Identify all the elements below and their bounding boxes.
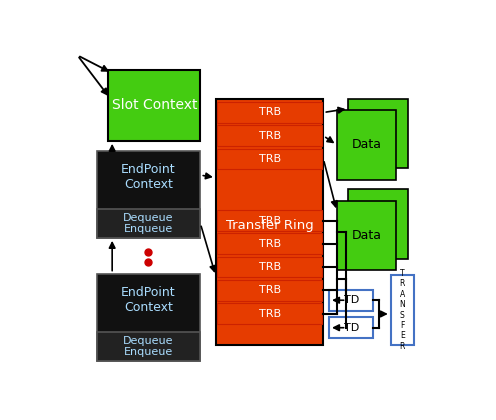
- Bar: [216, 99, 323, 345]
- Text: T
R
A
N
S
F
E
R: T R A N S F E R: [399, 269, 405, 351]
- Text: Data: Data: [352, 229, 381, 242]
- Text: Data: Data: [352, 139, 381, 152]
- Bar: [217, 149, 322, 169]
- Bar: [97, 151, 200, 238]
- Text: TRB: TRB: [258, 215, 281, 226]
- Text: TRB: TRB: [258, 262, 281, 272]
- Bar: [217, 234, 322, 254]
- Bar: [391, 275, 414, 345]
- Bar: [329, 290, 373, 311]
- Bar: [217, 102, 322, 123]
- Text: Slot Context: Slot Context: [112, 98, 197, 113]
- Text: Dequeue
Enqueue: Dequeue Enqueue: [123, 213, 174, 234]
- Text: TRB: TRB: [258, 239, 281, 249]
- Bar: [97, 209, 200, 238]
- Bar: [217, 210, 322, 231]
- Bar: [108, 70, 200, 141]
- Bar: [97, 332, 200, 361]
- Text: TRB: TRB: [258, 154, 281, 164]
- Bar: [217, 280, 322, 301]
- Text: TRB: TRB: [258, 285, 281, 295]
- Bar: [337, 201, 396, 270]
- Bar: [337, 110, 396, 180]
- Text: TRB: TRB: [258, 309, 281, 319]
- Text: TD: TD: [344, 323, 359, 333]
- Text: EndPoint
Context: EndPoint Context: [121, 286, 176, 314]
- Text: EndPoint
Context: EndPoint Context: [121, 163, 176, 191]
- Text: TRB: TRB: [258, 108, 281, 118]
- Text: TRB: TRB: [258, 131, 281, 141]
- Bar: [217, 303, 322, 324]
- Bar: [329, 317, 373, 338]
- Bar: [217, 257, 322, 278]
- Bar: [97, 273, 200, 361]
- Bar: [348, 189, 408, 259]
- Bar: [217, 126, 322, 146]
- Bar: [348, 99, 408, 168]
- Text: Dequeue
Enqueue: Dequeue Enqueue: [123, 336, 174, 357]
- Text: Transfer Ring: Transfer Ring: [226, 218, 313, 231]
- Text: TD: TD: [344, 295, 359, 305]
